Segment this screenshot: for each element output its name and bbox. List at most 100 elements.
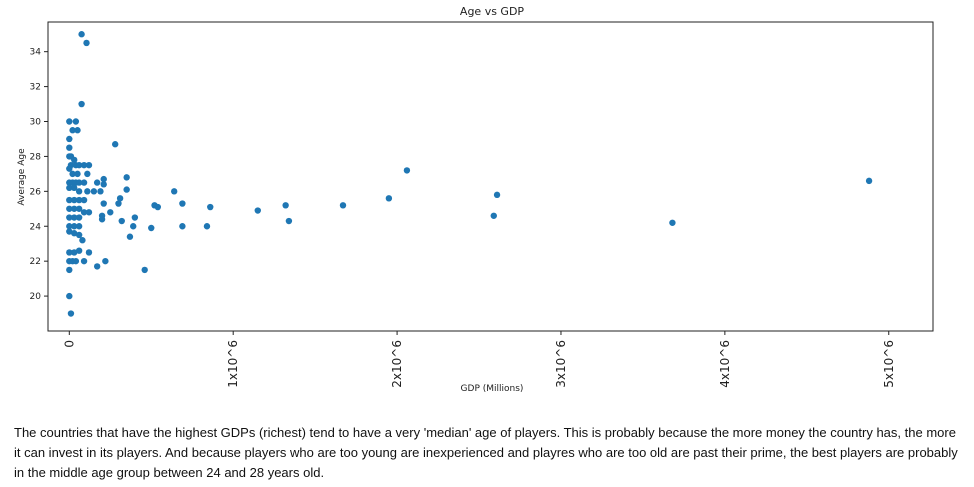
data-point [254,207,261,214]
data-point [75,247,83,254]
y-tick-label: 22 [30,257,41,267]
data-point [74,127,81,134]
data-point [84,188,91,195]
data-point [66,228,73,235]
y-axis: 20 22 24 26 28 30 32 34 [30,48,48,302]
data-point [126,233,134,240]
data-point [69,127,76,134]
data-point [71,249,78,256]
data-point [179,200,186,207]
data-point [66,205,73,212]
data-point [66,292,73,300]
data-point [865,177,873,185]
data-point [115,200,122,207]
data-point [75,223,83,230]
y-tick-label: 20 [30,292,42,302]
data-point [118,217,125,225]
data-point [490,212,497,219]
data-point [116,195,124,202]
data-point [131,214,139,221]
data-point [102,257,109,265]
data-point [80,196,88,204]
data-point [66,135,73,143]
data-point [111,141,119,148]
data-point [71,205,78,212]
data-point [66,214,73,221]
y-tick-label: 32 [30,83,41,93]
data-point [85,161,93,169]
data-point [71,223,78,230]
data-point [71,184,78,192]
data-point [71,156,78,164]
data-point [66,165,73,172]
data-point [97,188,104,195]
data-point [123,174,130,181]
data-point [179,223,186,230]
data-point [69,170,76,178]
data-point [669,219,676,226]
data-point [78,31,85,38]
x-axis-label: GDP (Millions) [461,384,524,394]
data-point [107,209,114,216]
chart-title: Age vs GDP [460,5,525,18]
data-point [66,144,73,151]
data-point [100,181,107,188]
data-point [123,186,130,193]
age-vs-gdp-scatter-chart: Age vs GDP 20 22 24 26 28 30 32 34 0 1x10^6 2x10^… [17,5,934,394]
data-point [98,216,106,223]
data-point [75,231,83,239]
data-point [66,184,73,192]
y-axis-label: Average Age [17,148,27,206]
data-point [285,217,293,225]
y-tick-label: 26 [30,187,42,197]
data-point [66,266,73,274]
data-point [83,39,90,47]
data-point [130,223,137,230]
data-point [80,179,88,186]
analysis-caption: The countries that have the highest GDPs… [14,425,958,480]
data-point [75,196,83,204]
data-point [67,310,75,317]
data-point [90,188,98,195]
data-point [66,223,73,230]
data-point [493,191,501,199]
data-point [75,205,83,212]
data-point [203,223,211,230]
data-point [84,170,91,178]
x-tick-label: 1x10^6 [226,340,240,388]
data-point [100,175,107,183]
data-point [71,214,78,221]
data-points [66,31,873,317]
plot-frame [47,21,934,332]
data-point [66,196,73,204]
x-axis: 0 1x10^6 2x10^6 3x10^6 4x10^6 5x10^6 [62,331,896,388]
y-tick-label: 30 [30,118,42,128]
data-point [282,202,289,209]
data-point [75,161,83,169]
x-tick-label: 3x10^6 [554,340,568,388]
data-point [85,209,93,216]
data-point [148,224,155,232]
x-tick-label: 2x10^6 [390,340,404,388]
data-point [71,230,78,237]
data-point [75,188,83,195]
x-tick-label: 4x10^6 [718,340,732,388]
data-point [72,257,80,265]
data-point [79,237,86,244]
data-point [93,263,101,270]
data-point [339,202,347,209]
data-point [80,257,88,265]
data-point [75,179,83,186]
data-point [85,249,93,256]
y-tick-label: 24 [30,222,42,232]
data-point [72,118,80,125]
data-point [93,179,101,186]
data-point [170,188,178,195]
data-point [100,200,107,207]
data-point [71,196,78,204]
y-tick-label: 28 [30,152,42,162]
data-point [66,118,73,125]
data-point [154,203,162,211]
data-point [141,266,148,274]
data-point [385,195,393,202]
